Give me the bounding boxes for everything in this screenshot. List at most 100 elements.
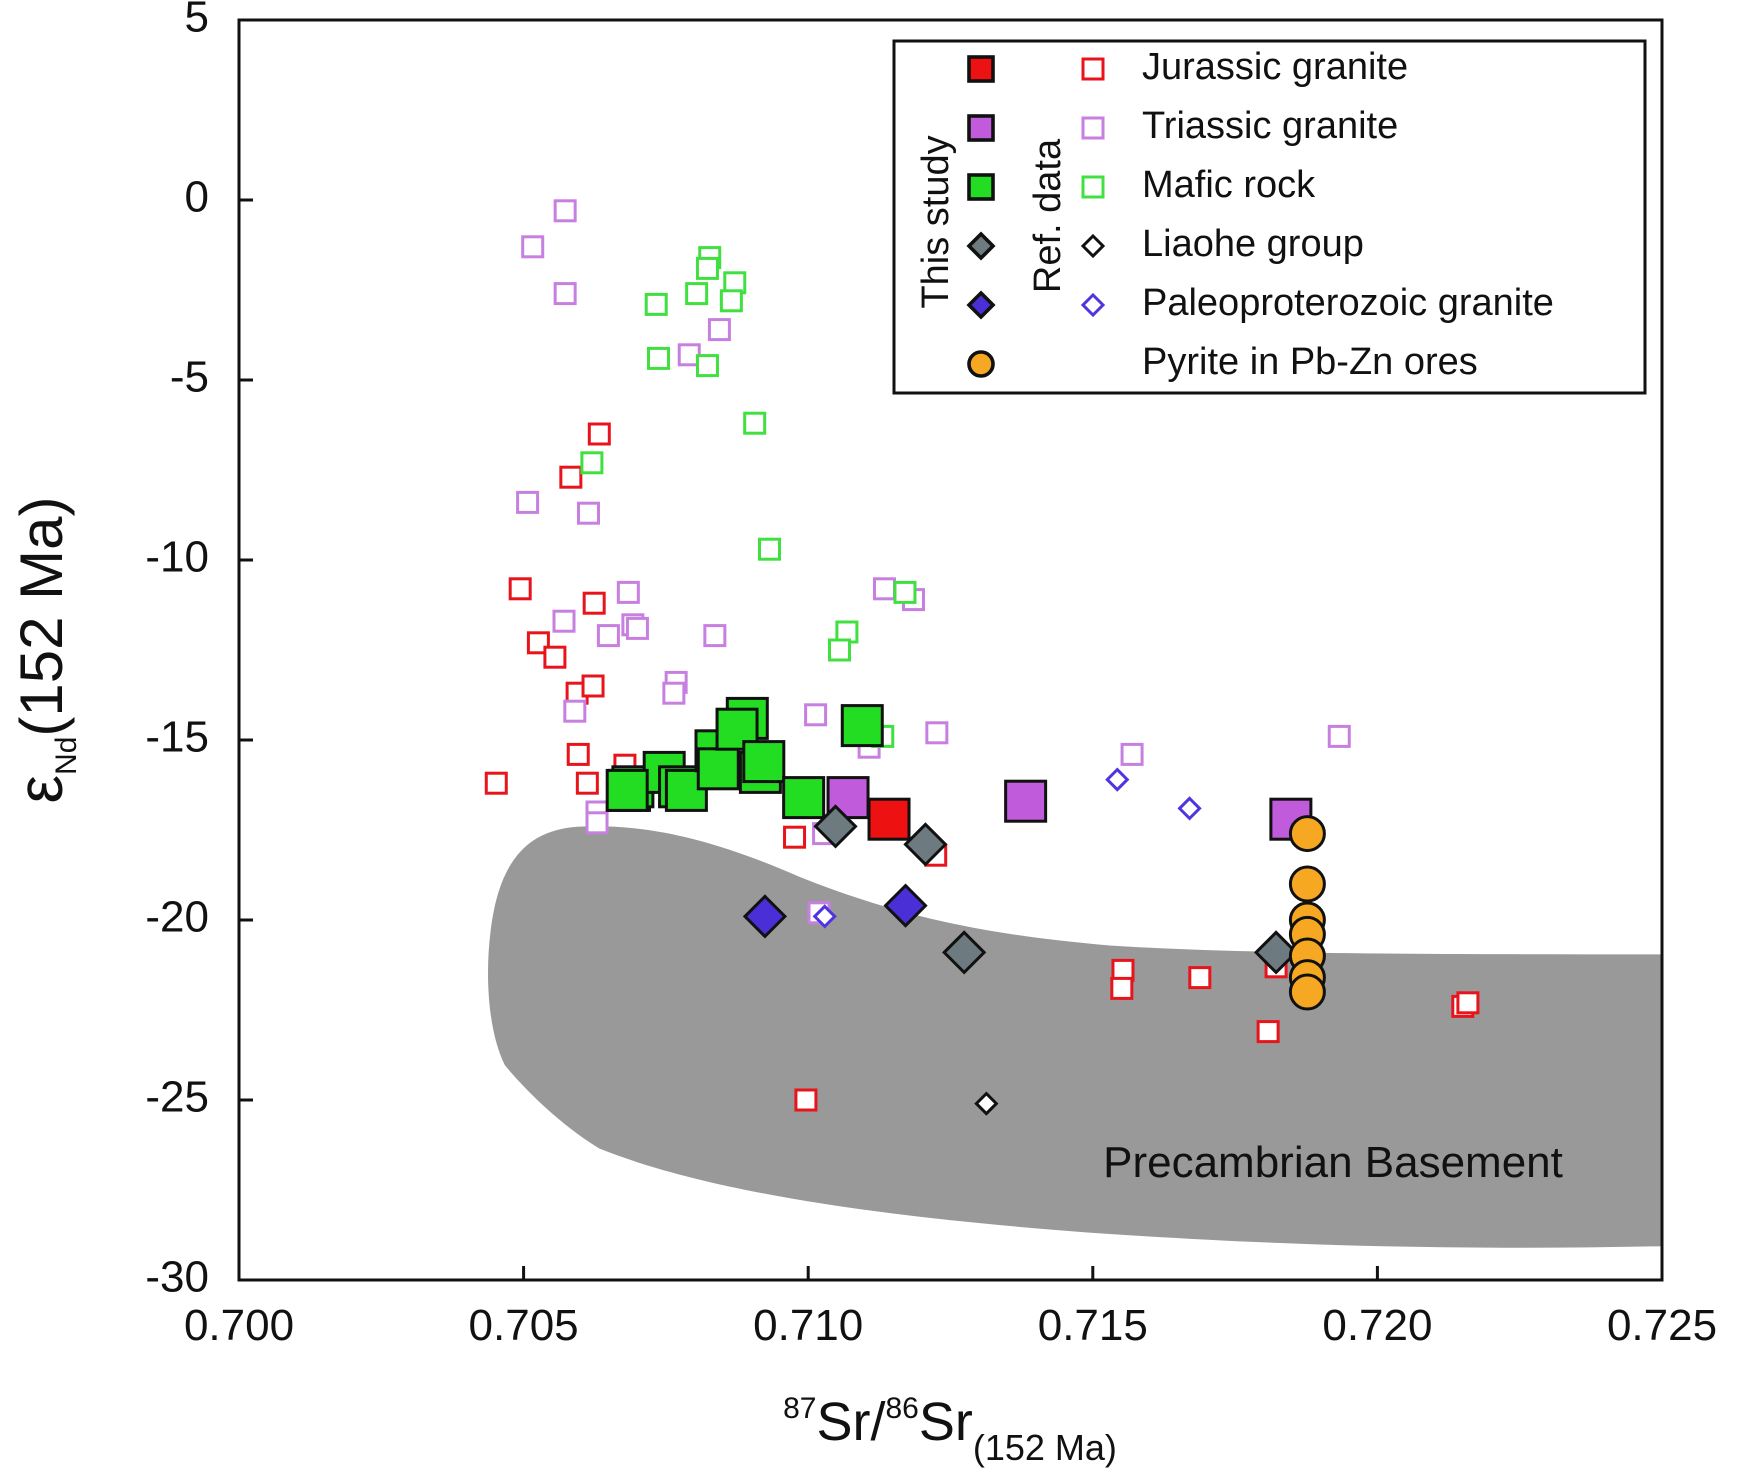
point xyxy=(942,930,987,975)
y-axis-label: εNd(152 Ma) xyxy=(4,497,83,804)
marks xyxy=(484,199,1480,1116)
point xyxy=(1188,966,1212,990)
legend-marker xyxy=(967,350,995,378)
point xyxy=(812,904,837,929)
point xyxy=(1004,779,1048,823)
point xyxy=(757,537,781,561)
legend-marker xyxy=(966,231,996,261)
legend-label: Paleoproterozoic granite xyxy=(1142,282,1554,324)
point xyxy=(719,289,743,313)
basement-shape xyxy=(488,826,1663,1248)
legend-box xyxy=(892,39,1647,395)
point xyxy=(576,501,600,525)
point xyxy=(782,776,826,820)
point xyxy=(1288,865,1326,903)
y-label-part: Nd xyxy=(50,737,83,775)
legend-label: Jurassic granite xyxy=(1142,46,1408,88)
basement-region xyxy=(488,826,1663,1248)
legend-marker xyxy=(1081,175,1105,199)
x-label-part: Sr xyxy=(919,1392,973,1452)
annotation: Precambrian Basement xyxy=(1103,1138,1563,1187)
point xyxy=(559,465,583,489)
legend-marker xyxy=(967,55,995,83)
legend-group: This study xyxy=(915,135,957,308)
legend-marker xyxy=(1081,116,1105,140)
point xyxy=(605,768,649,812)
point xyxy=(580,451,604,475)
point xyxy=(563,699,587,723)
point xyxy=(813,804,858,849)
point xyxy=(696,747,740,791)
point xyxy=(903,822,948,867)
point xyxy=(526,631,550,655)
y-label-part: (152 Ma) xyxy=(8,497,75,737)
point xyxy=(695,256,719,280)
point xyxy=(794,1088,818,1112)
point xyxy=(974,1091,999,1116)
x-tick-label: 0.705 xyxy=(469,1301,579,1350)
y-tick-label: -15 xyxy=(145,713,209,762)
legend-marker xyxy=(1081,57,1105,81)
point xyxy=(742,894,788,939)
point xyxy=(1177,796,1202,821)
point xyxy=(552,609,576,633)
y-tick-label: -30 xyxy=(145,1253,209,1302)
point xyxy=(840,704,884,748)
point xyxy=(804,703,828,727)
legend-label: Liaohe group xyxy=(1142,223,1364,265)
point xyxy=(1256,1020,1280,1044)
x-tick-label: 0.710 xyxy=(753,1301,863,1350)
legend-marker xyxy=(966,290,996,320)
legend-label: Mafic rock xyxy=(1142,164,1316,206)
legend-marker xyxy=(967,173,995,201)
point xyxy=(1288,973,1326,1011)
y-tick-label: -20 xyxy=(145,893,209,942)
x-tick-label: 0.720 xyxy=(1322,1301,1432,1350)
y-tick-label: -5 xyxy=(170,353,209,402)
legend-label: Pyrite in Pb-Zn ores xyxy=(1142,341,1478,383)
point xyxy=(575,771,599,795)
point xyxy=(707,318,731,342)
point xyxy=(543,645,567,669)
point xyxy=(872,577,896,601)
point xyxy=(616,580,640,604)
legend-marker xyxy=(1080,233,1106,259)
point xyxy=(647,346,671,370)
x-label-part: 87 xyxy=(783,1392,816,1425)
y-tick-label: 5 xyxy=(185,0,209,42)
point xyxy=(893,580,917,604)
point xyxy=(883,883,928,928)
point xyxy=(1110,976,1134,1000)
point xyxy=(703,624,727,648)
y-tick-label: -10 xyxy=(145,533,209,582)
point xyxy=(685,282,709,306)
legend: This study Ref. data Jurassic granite Tri… xyxy=(892,39,1647,395)
point xyxy=(582,591,606,615)
point xyxy=(585,811,609,835)
x-label-part: (152 Ma) xyxy=(973,1427,1117,1468)
x-tick-label: 0.715 xyxy=(1038,1301,1148,1350)
point xyxy=(553,282,577,306)
plot-frame xyxy=(237,18,1664,1282)
point xyxy=(581,674,605,698)
point xyxy=(1105,767,1130,792)
point xyxy=(521,235,545,259)
point xyxy=(484,771,508,795)
point xyxy=(695,354,719,378)
point xyxy=(553,199,577,223)
point xyxy=(596,624,620,648)
point xyxy=(783,825,807,849)
point xyxy=(1456,991,1480,1015)
point xyxy=(742,740,786,784)
point xyxy=(743,411,767,435)
x-label-part: Sr/ xyxy=(816,1392,885,1452)
point xyxy=(662,681,686,705)
point xyxy=(925,721,949,745)
point xyxy=(587,422,611,446)
legend-group: Ref. data xyxy=(1027,138,1069,293)
y-label-part: ε xyxy=(4,775,76,804)
legend-label: Triassic granite xyxy=(1142,105,1398,147)
point xyxy=(828,638,852,662)
x-label-part: 86 xyxy=(885,1392,918,1425)
